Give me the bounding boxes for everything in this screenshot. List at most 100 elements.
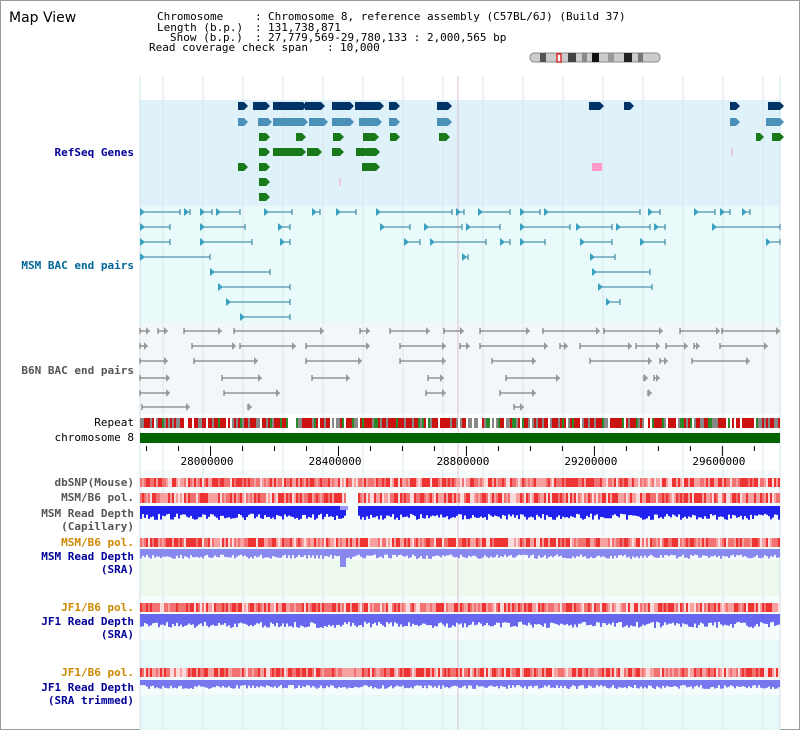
dbsnp-cell [462,478,464,487]
msm-sra-depth-bar [492,549,494,558]
repeat-element [550,418,552,428]
msm-cap-depth-bar [728,506,730,515]
msm-pol-cell [564,493,566,503]
jf1-pol2-cell [552,668,554,677]
msm-sra-depth-bar [704,549,706,556]
jf1-pol2-cell [174,668,176,677]
jf1-pol2-cell [464,668,466,677]
dbsnp-cell [644,478,646,487]
jf1-pol2-cell [456,668,458,677]
repeat-element [198,418,200,428]
repeat-element [638,418,640,428]
jf1-trim-depth-bar [730,680,732,686]
jf1-pol2-cell [466,668,468,677]
dbsnp-cell [372,478,374,487]
gene-arrow [266,163,270,171]
jf1-pol2-cell [702,668,704,677]
jf1-sra-depth-bar [592,614,594,627]
repeat-element [186,418,188,428]
info-coverage-key: Read coverage check span [149,41,308,54]
msm-cap-depth-bar [618,506,620,518]
msm-cap-depth-bar [304,506,306,515]
jf1-pol-cell [516,603,518,612]
msm-pol2-cell [362,538,364,547]
jf1-pol2-cell [758,668,760,677]
dbsnp-cell [210,478,212,487]
msm-pol2-cell [284,538,286,547]
msm-pol-cell [632,493,634,503]
msm-pol-cell [208,493,210,503]
msm-pol-cell [180,493,182,503]
dbsnp-cell [688,478,690,487]
jf1-pol2-cell [396,668,398,677]
jf1-sra-depth-bar [442,614,444,625]
msm-pol-cell [770,493,772,503]
jf1-pol-cell [316,603,318,612]
jf1-pol2-cell [242,668,244,677]
msm-cap-depth-bar [374,506,376,518]
jf1-trim-depth-bar [484,680,486,688]
msm-pol2-cell [270,538,272,547]
jf1-pol2-cell [656,668,658,677]
msm-cap-depth-bar [660,506,662,518]
gene-arrow [780,102,784,110]
jf1-trim-depth-bar [770,680,772,689]
msm-pol-cell [592,493,594,503]
dbsnp-cell [440,478,442,487]
jf1-pol2-cell [140,668,142,677]
jf1-pol2-cell [316,668,318,677]
msm-cap-depth-bar [726,506,728,520]
jf1-sra-depth-bar [242,614,244,624]
msm-pol-cell [588,493,590,503]
jf1-sra-depth-bar [184,614,186,626]
msm-sra-depth-bar [166,549,168,557]
jf1-trim-depth-bar [312,680,314,686]
dbsnp-cell [258,478,260,487]
jf1-trim-depth-bar [576,680,578,689]
msm-cap-depth-bar [388,506,390,516]
repeat-element [340,418,342,428]
msm-pol2-cell [622,538,624,547]
jf1-sra-depth-bar [524,614,526,625]
jf1-pol2-cell [774,668,776,677]
repeat-element [200,418,202,428]
repeat-element [280,418,282,428]
msm-cap-depth-bar [534,506,536,520]
jf1-pol2-cell [738,668,740,677]
repeat-element [574,418,576,428]
jf1-sra-depth-bar [452,614,454,626]
dbsnp-cell [330,478,332,487]
chromosome-ideogram-icon[interactable] [528,51,668,65]
msm-cap-depth-bar [462,506,464,520]
dbsnp-cell [536,478,538,487]
msm-pol2-cell [588,538,590,547]
msm-pol-cell [732,493,734,503]
repeat-element [212,418,214,428]
jf1-trim-depth-bar [148,680,150,689]
jf1-sra-depth-bar [556,614,558,625]
msm-sra-depth-bar [604,549,606,558]
jf1-pol-cell [200,603,202,612]
msm-pol-cell [760,493,762,503]
msm-pol2-cell [372,538,374,547]
msm-pol2-cell [660,538,662,547]
jf1-pol2-cell [198,668,200,677]
repeat-element [250,418,252,428]
msm-pol-cell [672,493,674,503]
gene-arrow [376,148,380,156]
msm-sra-depth-bar [612,549,614,559]
msm-cap-depth-bar [650,506,652,520]
msm-cap-depth-bar [490,506,492,516]
jf1-sra-depth-bar [284,614,286,627]
jf1-pol-cell [444,603,446,612]
jf1-pol2-cell [574,668,576,677]
jf1-pol2-cell [628,668,630,677]
repeat-element [762,418,764,428]
msm-pol-cell [488,493,490,503]
msm-cap-depth-bar [562,506,564,517]
msm-pol2-cell [374,538,376,547]
msm-pol-cell [320,493,322,503]
dbsnp-cell [308,478,310,487]
jf1-sra-depth-bar [738,614,740,622]
